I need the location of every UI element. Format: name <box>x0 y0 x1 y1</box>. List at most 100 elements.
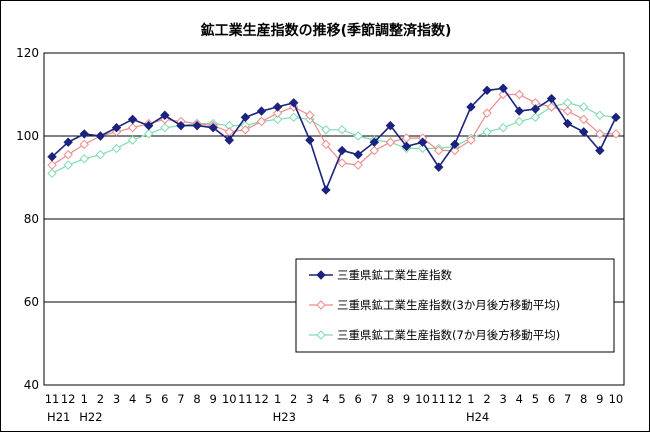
data-point <box>482 127 492 137</box>
data-point <box>95 131 106 141</box>
data-point <box>240 125 251 135</box>
data-point <box>482 108 492 118</box>
legend-item-2: 三重県鉱工業生産指数(3か月後方移動平均) <box>309 298 560 312</box>
data-point <box>546 93 557 104</box>
data-point <box>256 116 267 127</box>
data-point <box>256 106 267 116</box>
data-point <box>224 135 234 145</box>
data-point <box>434 162 444 172</box>
legend-box <box>295 258 615 353</box>
data-point <box>63 137 73 147</box>
legend-item-3: 三重県鉱工業生産指数(7か月後方移動平均) <box>309 328 560 342</box>
series-1 <box>47 83 621 195</box>
series-layer <box>47 83 621 195</box>
data-point <box>144 120 154 131</box>
data-point <box>144 129 154 139</box>
data-point <box>369 137 379 147</box>
data-point <box>176 120 186 131</box>
data-point <box>546 102 557 112</box>
data-point <box>466 135 476 145</box>
x-tick-label: 6 <box>161 392 168 406</box>
x-tick-label: 5 <box>145 392 152 406</box>
legend-label: 三重県鉱工業生産指数 <box>337 268 452 282</box>
data-point <box>160 122 170 133</box>
x-tick-label: 9 <box>403 392 410 406</box>
data-point <box>337 125 347 135</box>
data-point <box>595 129 605 139</box>
x-axis-ticks: 11 12 1 2 3 4 5 6 7 8 9 10 11 12 1 2 3 4 5 6 7 8 9 10 11 12 1 2 3 4 5 6… <box>45 392 624 424</box>
y-tick-label: 60 <box>24 295 39 309</box>
x-year-label: H22 <box>79 410 102 424</box>
x-tick-label: 1 <box>81 392 88 406</box>
x-tick-label: 6 <box>355 392 362 406</box>
y-tick-label: 80 <box>24 212 39 226</box>
data-point <box>385 137 396 147</box>
data-point <box>127 135 138 145</box>
data-point <box>305 135 315 145</box>
data-point <box>321 185 331 195</box>
data-point <box>498 83 508 93</box>
data-point <box>127 122 138 133</box>
data-point <box>369 145 379 156</box>
y-tick-label: 100 <box>16 129 39 143</box>
data-point <box>401 141 412 152</box>
x-tick-label: 12 <box>448 392 463 406</box>
x-tick-label: 12 <box>254 392 269 406</box>
x-tick-label: 10 <box>609 392 624 406</box>
data-point <box>79 154 89 164</box>
data-point <box>611 129 621 139</box>
data-point <box>79 139 89 150</box>
data-point <box>353 160 363 170</box>
x-tick-label: 4 <box>322 392 329 406</box>
x-tick-label: 9 <box>596 392 603 406</box>
x-tick-label: 5 <box>338 392 345 406</box>
chart-title: 鉱工業生産指数の推移(季節調整済指数) <box>201 22 452 39</box>
data-point <box>47 152 57 162</box>
data-point <box>514 106 524 116</box>
x-tick-label: 8 <box>387 392 394 406</box>
data-point <box>111 122 122 133</box>
data-point <box>160 110 170 120</box>
x-tick-label: 7 <box>564 392 571 406</box>
x-tick-label: 3 <box>306 392 313 406</box>
x-year-label: H23 <box>273 410 296 424</box>
data-point <box>611 112 621 123</box>
data-point <box>272 102 283 112</box>
data-point <box>417 137 428 147</box>
x-tick-label: 3 <box>500 392 507 406</box>
data-point <box>595 145 605 156</box>
y-tick-label: 40 <box>24 378 39 392</box>
data-point <box>498 122 508 133</box>
x-tick-label: 2 <box>97 392 104 406</box>
data-point <box>530 104 541 114</box>
data-point <box>47 160 57 170</box>
x-tick-label: 7 <box>371 392 378 406</box>
data-point <box>579 114 589 125</box>
data-point <box>514 89 524 100</box>
x-tick-label: 10 <box>415 392 430 406</box>
x-tick-label: 5 <box>532 392 539 406</box>
x-tick-label: 7 <box>177 392 184 406</box>
data-point <box>305 110 315 120</box>
data-point <box>337 145 347 156</box>
data-point <box>579 102 589 112</box>
data-point <box>385 120 396 131</box>
data-point <box>595 110 605 120</box>
data-point <box>95 149 106 160</box>
data-point <box>321 125 331 135</box>
data-point <box>579 127 589 137</box>
data-point <box>321 139 331 150</box>
data-point <box>127 114 138 125</box>
x-tick-label: 2 <box>483 392 490 406</box>
data-point <box>272 108 283 118</box>
x-year-label: H21 <box>47 410 70 424</box>
x-tick-label: 11 <box>238 392 253 406</box>
x-tick-label: 12 <box>61 392 76 406</box>
data-point <box>514 116 524 127</box>
y-axis-ticks: 40 60 80 100 120 <box>16 46 39 392</box>
data-point <box>240 112 251 123</box>
data-point <box>63 149 73 160</box>
x-tick-label: 8 <box>580 392 587 406</box>
